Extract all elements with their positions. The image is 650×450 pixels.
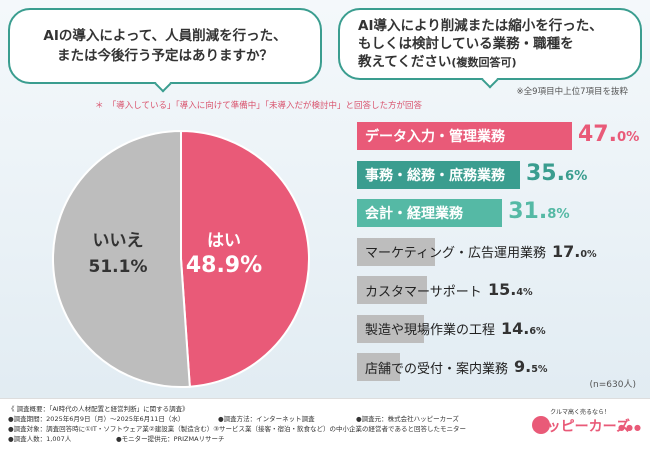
footer-line-count: ●調査人数：1,007人: [8, 435, 72, 443]
footer-line-monitor: ●モニター提供元：PRIZMAリサーチ: [116, 435, 225, 443]
pie-label-yes: はい: [207, 231, 241, 251]
footer-line-method: ●調査方法：インターネット調査: [218, 415, 315, 423]
footer-line-target: ●調査対象：調査回答時に①IT・ソフトウェア業②建設業（製造含む）③サービス業（…: [8, 425, 466, 433]
bar-2: 会計・経理業務: [357, 199, 503, 227]
bar-3: マーケティング・広告運用業務: [357, 237, 546, 266]
pie-value-yes: 48.9%: [186, 253, 262, 278]
logo-text: ハッピーカーズ: [532, 419, 630, 435]
footer-line-source: ●調査元：株式会社ハッピーカーズ: [356, 415, 459, 423]
pie-label-no: いいえ: [93, 231, 144, 251]
bar-5: 製造や現場作業の工程: [357, 314, 495, 343]
question1-line2: または今後行う予定はありますか？: [57, 48, 273, 64]
logo-tagline: クルマ高く売るなら！: [550, 409, 610, 416]
question1-line1: AIの導入によって、人員削減を行った、: [43, 28, 287, 44]
pie-slice-no: [52, 129, 191, 388]
bar-4: カスタマーサポート: [357, 276, 482, 304]
bar-1: 事務・総務・庶務業務: [357, 160, 520, 189]
bar-value-0: 47.0%: [578, 122, 640, 148]
footer-line-overview: 《 調査概要：「AI時代の人材配置と経営判断」に関する調査》: [8, 405, 189, 413]
footer: 《 調査概要：「AI時代の人材配置と経営判断」に関する調査》 ●調査期間：202…: [0, 398, 650, 450]
note-top9: ※全9項目中上位7項目を抜粋: [516, 87, 628, 97]
bar-6: 店舗での受付・案内業務: [357, 353, 508, 381]
bar-value-6: 9.5%: [514, 357, 548, 377]
question2-line1: AI導入により削減または縮小を行った、: [358, 17, 603, 34]
question2-bubble: AI導入により削減または縮小を行った、 もしくは検討している業務・職種を 教えて…: [338, 8, 642, 80]
bar-value-4: 15.4%: [488, 280, 533, 300]
logo-face-icon: [532, 416, 550, 434]
bar-value-5: 14.6%: [501, 318, 546, 338]
bar-value-3: 17.0%: [552, 241, 597, 261]
logo-dots: ●●●: [618, 423, 642, 432]
question2-note: (複数回答可): [451, 55, 517, 69]
question2-line2: もしくは検討している業務・職種を: [358, 35, 574, 52]
footer-line-period: ●調査期間：2025年6月9日（月）～2025年6月11日（水）: [8, 415, 185, 423]
pie-value-no: 51.1%: [89, 257, 148, 277]
bar-0: データ入力・管理業務: [357, 122, 572, 150]
note-condition: ＊ 「導入している」「導入に向けて準備中」「未導入だが検討中」と回答した方が回答: [95, 101, 422, 111]
question2-line3: 教えてください(複数回答可): [358, 53, 517, 70]
sample-size: (n=630人): [589, 380, 636, 390]
bar-value-1: 35.6%: [526, 160, 588, 186]
bar-value-2: 31.8%: [508, 199, 570, 225]
pie-slice-yes: [180, 129, 310, 388]
question1-bubble: AIの導入によって、人員削減を行った、 または今後行う予定はありますか？: [8, 8, 322, 84]
